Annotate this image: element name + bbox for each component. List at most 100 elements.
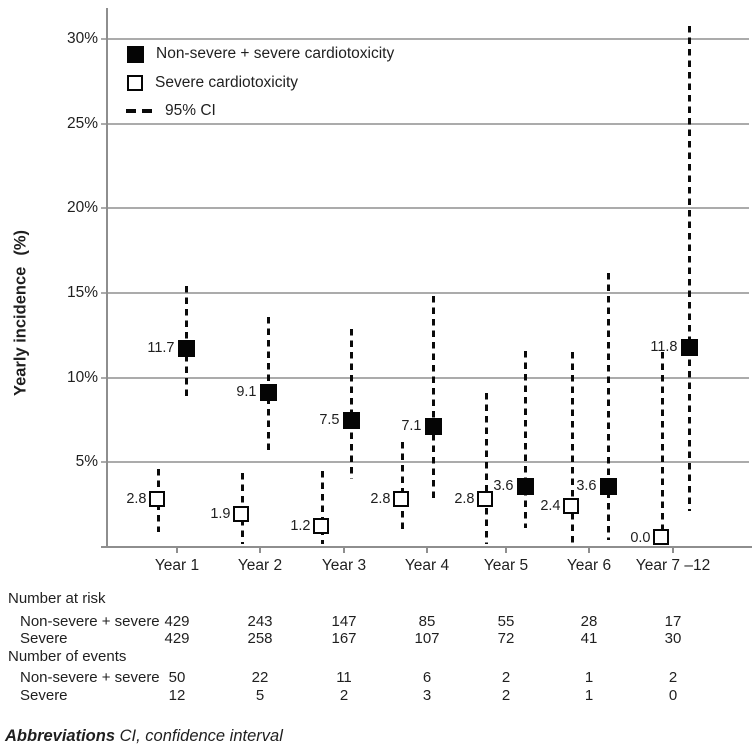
table-cell: 243 [247, 613, 273, 630]
x-category-label: Year 6 [566, 557, 612, 574]
ci-line [484, 392, 488, 544]
x-category-label: Year 1 [154, 557, 200, 574]
data-point-label: 0.0 [630, 529, 651, 546]
table-cell: 147 [331, 613, 357, 630]
y-tick-label: 25% [66, 114, 98, 132]
gridline-30 [101, 38, 749, 41]
table-row-label: Non-severe + severe [20, 669, 160, 686]
legend-item-ci: 95% CI [126, 102, 216, 120]
table-cell: 2 [501, 669, 511, 686]
y-tick-label: 5% [75, 453, 98, 471]
data-point-filled-square [342, 411, 360, 429]
table-cell: 2 [501, 687, 511, 704]
y-tick-label: 10% [66, 368, 98, 386]
footnote-text: CI, confidence interval [115, 727, 283, 745]
data-point-label: 9.1 [236, 384, 257, 401]
gridline-20 [101, 207, 749, 210]
ci-line [523, 350, 527, 529]
ci-line [660, 352, 664, 547]
data-point-filled-square [680, 338, 698, 356]
table-cell: 28 [580, 613, 598, 630]
data-point-open-square [233, 506, 250, 523]
x-tick [672, 548, 674, 553]
table-row-label: Severe [20, 630, 68, 647]
table-cell: 258 [247, 630, 273, 647]
data-point-filled-square [424, 418, 442, 436]
data-point-label: 1.2 [290, 518, 311, 535]
data-point-label: 2.8 [370, 491, 391, 508]
data-point-filled-square [259, 384, 277, 402]
x-tick [259, 548, 261, 553]
legend-item-nonsevere: Non-severe + severe cardiotoxicity [127, 45, 394, 63]
gridline-25 [101, 122, 749, 125]
table-row-label: Severe [20, 687, 68, 704]
table-cell: 22 [251, 669, 269, 686]
footnote: Abbreviations CI, confidence interval [5, 727, 283, 746]
plot-area: 30% 25% 20% 15% 10% 5% Year 1 Year 2 Year 3 Year … [66, 8, 752, 574]
table-cell: 3 [422, 687, 432, 704]
x-category-label: Year 7 –12 [635, 557, 711, 574]
x-tick [343, 548, 345, 553]
y-tick-label: 20% [66, 199, 98, 217]
dashed-line-icon [126, 109, 153, 113]
table-cell: 1 [584, 687, 594, 704]
table-cell: 11 [336, 669, 352, 686]
x-category-label: Year 3 [321, 557, 367, 574]
table-cell: 50 [168, 669, 186, 686]
data-point-label: 11.8 [650, 338, 678, 355]
footnote-abbreviations-label: Abbreviations [5, 727, 116, 745]
table-section-title: Number of events [8, 648, 127, 665]
table-cell: 30 [664, 630, 682, 647]
gridline-10 [101, 376, 749, 379]
ci-line [687, 25, 691, 512]
table-cell: 167 [331, 630, 357, 647]
x-category-label: Year 2 [237, 557, 283, 574]
table-cell: 12 [168, 687, 186, 704]
data-point-open-square [563, 497, 580, 514]
table-cell: 55 [497, 613, 515, 630]
legend-label: 95% CI [165, 102, 216, 119]
ci-line [570, 352, 574, 544]
open-square-icon [127, 75, 143, 91]
ci-line [320, 470, 324, 544]
data-point-filled-square [599, 477, 617, 495]
table-cell: 429 [164, 630, 190, 647]
table-cell: 1 [584, 669, 594, 686]
data-point-filled-square [516, 477, 534, 495]
data-point-open-square [393, 490, 410, 507]
data-point-open-square [653, 529, 670, 546]
data-point-label: 3.6 [576, 477, 597, 494]
data-point-label: 7.5 [319, 411, 340, 428]
table-cell: 2 [339, 687, 349, 704]
table-cell: 2 [668, 669, 678, 686]
filled-square-icon [127, 45, 144, 63]
table-cell: 107 [414, 630, 440, 647]
x-tick [176, 548, 178, 553]
data-point-open-square [313, 518, 330, 535]
table-cell: 6 [422, 669, 432, 686]
table-section-title: Number at risk [8, 590, 106, 607]
x-tick [588, 548, 590, 553]
legend-label: Severe cardiotoxicity [155, 74, 299, 91]
data-point-label: 7.1 [401, 418, 422, 435]
ci-line [431, 296, 435, 502]
x-category-label: Year 4 [404, 557, 450, 574]
x-tick [505, 548, 507, 553]
table-cell: 41 [580, 630, 598, 647]
ci-line [400, 442, 404, 534]
x-axis-line [101, 546, 752, 548]
x-category-label: Year 5 [483, 557, 529, 574]
table-row-label: Non-severe + severe [20, 613, 160, 630]
table-cell: 429 [164, 613, 190, 630]
table-cell: 0 [668, 687, 678, 704]
table-cell: 72 [497, 630, 515, 647]
y-axis-line [106, 8, 108, 547]
legend-label: Non-severe + severe cardiotoxicity [156, 45, 395, 62]
table-cell: 85 [418, 613, 436, 630]
x-tick [426, 548, 428, 553]
gridline-15 [101, 292, 749, 295]
gridline-5 [101, 461, 749, 464]
ci-line [606, 272, 610, 541]
data-point-open-square [149, 490, 166, 507]
